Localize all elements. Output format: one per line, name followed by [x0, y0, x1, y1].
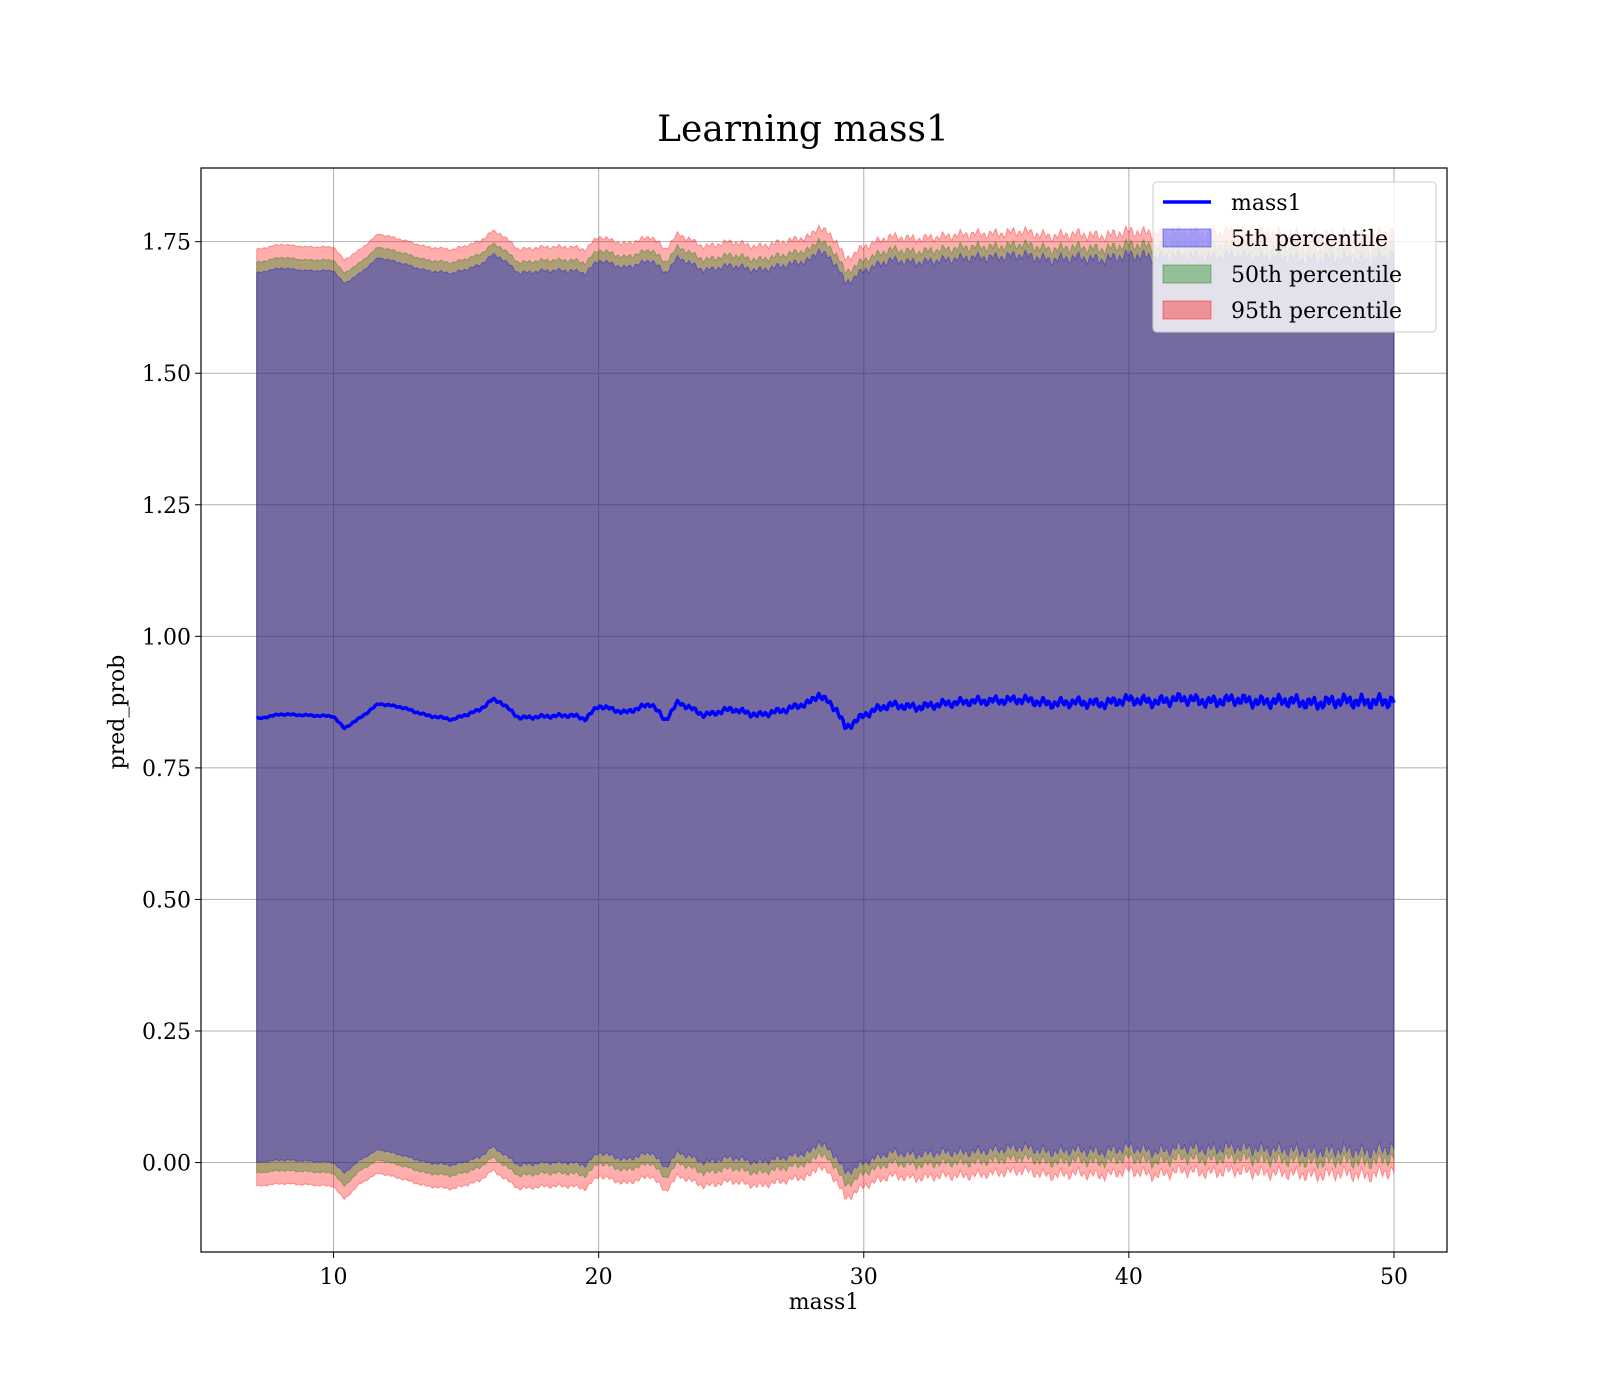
x-tick-label: 40	[1115, 1265, 1143, 1290]
x-axis-label: mass1	[789, 1290, 860, 1315]
y-tick-label: 1.50	[142, 362, 191, 387]
legend-swatch-5th	[1162, 228, 1212, 248]
band-5th	[256, 247, 1395, 1176]
legend-label-95th: 95th percentile	[1231, 299, 1402, 324]
y-tick-label: 0.00	[142, 1152, 191, 1177]
y-axis-label: pred_prob	[105, 655, 130, 770]
legend-label-50th: 50th percentile	[1231, 263, 1402, 288]
x-tick-label: 50	[1380, 1265, 1408, 1290]
plot-area	[201, 168, 1447, 1252]
chart-title: Learning mass1	[657, 109, 949, 150]
y-tick-label: 0.75	[142, 757, 191, 782]
legend-swatch-95th	[1162, 300, 1212, 320]
legend-swatch-50th	[1162, 264, 1212, 284]
y-tick-label: 1.75	[142, 231, 191, 256]
x-tick-label: 10	[320, 1265, 348, 1290]
y-tick-label: 1.00	[142, 625, 191, 650]
legend-box	[1152, 181, 1437, 333]
y-tick-label: 0.25	[142, 1020, 191, 1045]
legend-label-mass1: mass1	[1231, 191, 1302, 216]
legend: mass1 5th percentile 50th percentile 95th p…	[1152, 181, 1437, 333]
x-tick-label: 30	[850, 1265, 878, 1290]
series-line-mass1	[255, 691, 1396, 731]
band-95th	[256, 223, 1395, 1201]
y-axis: 0.00 0.25 0.50 0.75 1.00 1.25 1.50 1.75	[142, 231, 201, 1177]
legend-label-5th: 5th percentile	[1231, 227, 1388, 252]
band-50th	[256, 236, 1395, 1188]
plot-frame	[200, 167, 1448, 1253]
x-tick-label: 20	[585, 1265, 613, 1290]
y-tick-label: 1.25	[142, 494, 191, 519]
x-axis: 10 20 30 40 50	[320, 1252, 1408, 1290]
y-tick-label: 0.50	[142, 888, 191, 913]
